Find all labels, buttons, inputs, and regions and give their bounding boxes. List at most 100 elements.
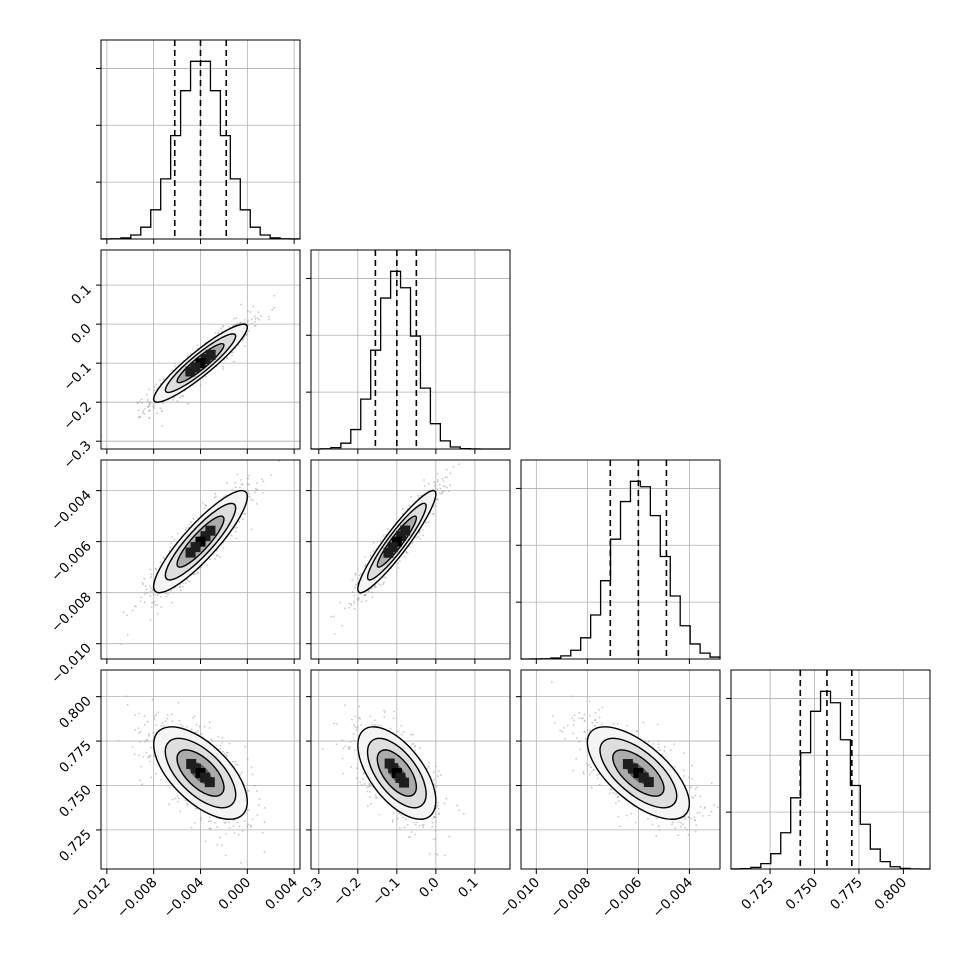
- density-peak-cell: [384, 548, 394, 558]
- sample-point: [659, 749, 661, 751]
- sample-point: [397, 818, 399, 820]
- sample-point: [618, 800, 620, 802]
- histogram-step: [521, 481, 720, 659]
- sample-point: [177, 533, 179, 535]
- sample-point: [257, 317, 259, 319]
- sample-point: [658, 747, 660, 749]
- sample-point: [350, 766, 352, 768]
- sample-point: [439, 813, 441, 815]
- sample-point: [141, 402, 143, 404]
- sample-point: [240, 774, 242, 776]
- sample-point: [442, 478, 444, 480]
- sample-point: [381, 725, 383, 727]
- sample-point: [437, 854, 439, 856]
- sample-point: [259, 798, 261, 800]
- sample-point: [378, 814, 380, 816]
- sample-point: [157, 613, 159, 615]
- sample-point: [151, 574, 153, 576]
- sample-point: [402, 817, 404, 819]
- sample-point: [178, 797, 180, 799]
- sample-point: [240, 862, 242, 864]
- sample-point: [163, 377, 165, 379]
- sample-point: [244, 345, 246, 347]
- sample-point: [437, 499, 439, 501]
- sample-point: [244, 319, 246, 321]
- x-tick-label: −0.2: [330, 875, 364, 909]
- sample-point: [163, 557, 165, 559]
- sample-point: [190, 522, 192, 524]
- sample-point: [414, 750, 416, 752]
- sample-point: [233, 318, 235, 320]
- scatter-panel-2-1: −0.3−0.2−0.10.00.1: [60, 250, 300, 472]
- sample-point: [344, 745, 346, 747]
- y-tick-label: −0.008: [48, 589, 95, 636]
- sample-point: [385, 577, 387, 579]
- sample-point: [438, 770, 440, 772]
- sample-point: [151, 606, 153, 608]
- sample-point: [407, 824, 409, 826]
- sample-point: [187, 805, 189, 807]
- sample-point: [194, 573, 196, 575]
- sample-point: [415, 537, 417, 539]
- sample-point: [144, 715, 146, 717]
- sample-point: [171, 602, 173, 604]
- sample-point: [148, 735, 150, 737]
- sample-point: [437, 481, 439, 483]
- sample-point: [596, 722, 598, 724]
- sample-point: [226, 482, 228, 484]
- sample-point: [150, 619, 152, 621]
- sample-point: [355, 584, 357, 586]
- sample-point: [149, 761, 151, 763]
- sample-point: [233, 324, 235, 326]
- sample-point: [150, 576, 152, 578]
- sample-point: [144, 408, 146, 410]
- sample-point: [238, 834, 240, 836]
- sample-point: [244, 820, 246, 822]
- sample-point: [185, 529, 187, 531]
- sample-point: [567, 725, 569, 727]
- sample-point: [193, 518, 195, 520]
- sample-point: [180, 811, 182, 813]
- sample-point: [224, 822, 226, 824]
- x-tick-label: −0.008: [114, 875, 161, 922]
- sample-point: [127, 634, 129, 636]
- sample-point: [393, 711, 395, 713]
- sample-point: [234, 761, 236, 763]
- sample-point: [154, 718, 156, 720]
- sample-point: [139, 401, 141, 403]
- sample-point: [177, 795, 179, 797]
- sample-point: [182, 725, 184, 727]
- sample-point: [239, 521, 241, 523]
- sample-point: [437, 479, 439, 481]
- sample-point: [194, 822, 196, 824]
- sample-point: [369, 796, 371, 798]
- sample-point: [412, 743, 414, 745]
- sample-point: [183, 395, 185, 397]
- sample-point: [221, 737, 223, 739]
- sample-point: [233, 361, 235, 363]
- sample-point: [146, 394, 148, 396]
- sample-point: [435, 821, 437, 823]
- sample-point: [626, 815, 628, 817]
- sample-point: [254, 785, 256, 787]
- sample-point: [216, 844, 218, 846]
- y-tick-label: −0.004: [48, 487, 95, 534]
- sample-point: [357, 599, 359, 601]
- sample-point: [440, 774, 442, 776]
- sample-point: [258, 319, 260, 321]
- sample-point: [229, 827, 231, 829]
- sample-point: [219, 556, 221, 558]
- sample-point: [264, 807, 266, 809]
- sample-point: [344, 608, 346, 610]
- sample-point: [194, 715, 196, 717]
- sample-point: [144, 593, 146, 595]
- sample-point: [387, 528, 389, 530]
- sample-point: [167, 718, 169, 720]
- sample-point: [204, 504, 206, 506]
- sample-point: [339, 602, 341, 604]
- sample-point: [197, 344, 199, 346]
- sample-point: [435, 853, 437, 855]
- sample-point: [428, 766, 430, 768]
- sample-point: [423, 824, 425, 826]
- sample-point: [419, 538, 421, 540]
